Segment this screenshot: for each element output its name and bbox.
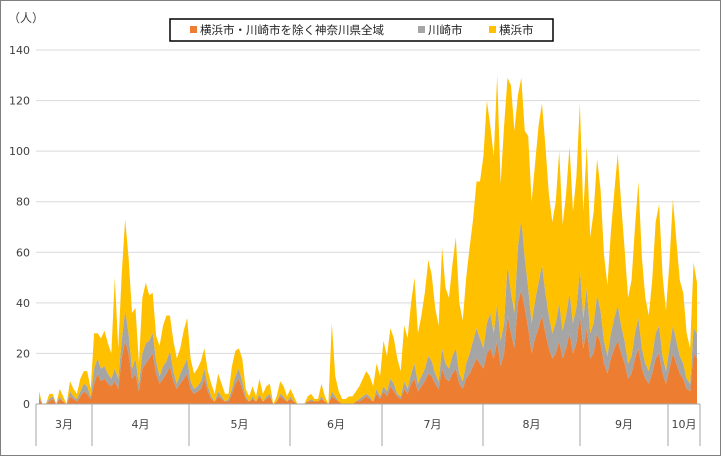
x-axis: 3月 4月 5月 6月 7月 8月 9月 10月	[35, 403, 701, 446]
y-tick-label: 80	[16, 196, 30, 209]
x-month-label: 10月	[672, 418, 697, 431]
legend-swatch	[489, 26, 496, 33]
legend-entry-label: 横浜市	[499, 23, 534, 37]
legend-box	[169, 18, 554, 42]
x-month-label: 6月	[327, 418, 345, 431]
y-tick-label: 140	[9, 44, 30, 57]
x-month-label: 7月	[424, 418, 442, 431]
legend-swatch	[418, 26, 425, 33]
legend: 横浜市・川崎市を除く神奈川県全域 川崎市 横浜市	[169, 18, 554, 42]
y-tick-label: 20	[16, 347, 30, 360]
area-series-2	[39, 75, 697, 404]
y-tick-label: 40	[16, 297, 30, 310]
legend-entry-label: 横浜市・川崎市を除く神奈川県全域	[200, 23, 384, 37]
y-tick-label: 100	[9, 145, 30, 158]
y-axis-unit-label: （人）	[8, 11, 44, 25]
legend-entry-label: 川崎市	[428, 23, 463, 37]
series-areas	[39, 75, 697, 404]
area-series-0	[39, 290, 697, 404]
x-month-label: 9月	[615, 418, 633, 431]
x-month-label: 3月	[55, 418, 73, 431]
y-tick-label: 120	[9, 95, 30, 108]
y-tick-label: 0	[23, 398, 30, 411]
x-month-label: 5月	[231, 418, 249, 431]
y-tick-labels: 0 20 40 60 80 100 120 140	[9, 44, 30, 411]
y-tick-label: 60	[16, 246, 30, 259]
x-month-label: 4月	[132, 418, 150, 431]
x-month-label: 8月	[523, 418, 541, 431]
legend-swatch	[190, 26, 197, 33]
